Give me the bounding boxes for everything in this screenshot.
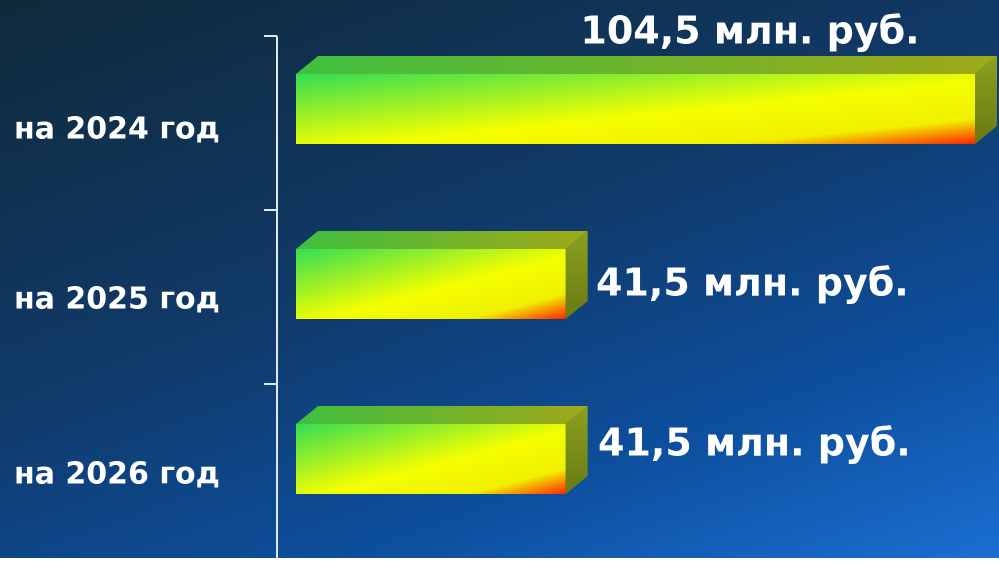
value-label: 104,5 млн. руб.	[580, 9, 919, 53]
category-label: на 2026 год	[14, 457, 220, 492]
bar-side-face	[565, 406, 588, 494]
bar	[296, 406, 588, 494]
bar-front-face	[296, 424, 566, 494]
value-label: 41,5 млн. руб.	[596, 261, 909, 305]
bar	[296, 56, 997, 144]
bar-top-face	[296, 406, 588, 424]
axis-layer	[264, 35, 278, 558]
bar-top-face	[296, 231, 588, 249]
labels-layer: на 2024 год 104,5 млн. руб. на 2025 год 41,…	[14, 9, 920, 492]
bar-top-face	[296, 56, 997, 74]
category-label: на 2025 год	[14, 282, 220, 317]
bar-side-face	[565, 231, 588, 319]
value-label: 41,5 млн. руб.	[598, 421, 911, 465]
bar-front-face	[296, 74, 975, 144]
bars-layer	[296, 56, 997, 494]
category-label: на 2024 год	[14, 112, 220, 147]
bar	[296, 231, 588, 319]
bar-side-face	[975, 56, 997, 144]
bar-front-face	[296, 249, 566, 319]
